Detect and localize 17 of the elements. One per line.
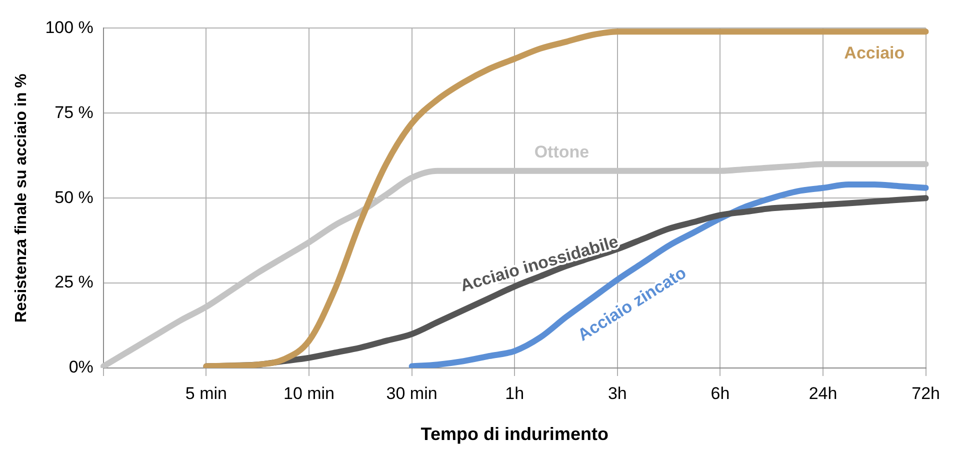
y-tick-label: 25 % — [54, 272, 94, 292]
series-label: Acciaio — [844, 43, 905, 62]
x-axis-title: Tempo di indurimento — [420, 424, 608, 444]
y-tick-label: 100 % — [45, 18, 94, 37]
y-tick-label: 75 % — [54, 102, 94, 122]
x-tick-label: 30 min — [386, 384, 438, 403]
x-tick-label: 1h — [505, 384, 524, 403]
series-label: Ottone — [534, 142, 590, 162]
x-tick-label: 24h — [808, 384, 838, 403]
x-tick-label: 5 min — [185, 384, 227, 403]
y-tick-label: 50 % — [54, 188, 94, 207]
x-tick-label: 6h — [710, 384, 730, 403]
x-tick-label: 3h — [608, 384, 627, 403]
x-tick-label: 72h — [912, 384, 940, 403]
x-tick-label: 10 min — [283, 384, 335, 403]
y-axis-title: Resistenza finale su acciaio in % — [13, 74, 30, 323]
y-tick-label: 0% — [68, 358, 94, 377]
